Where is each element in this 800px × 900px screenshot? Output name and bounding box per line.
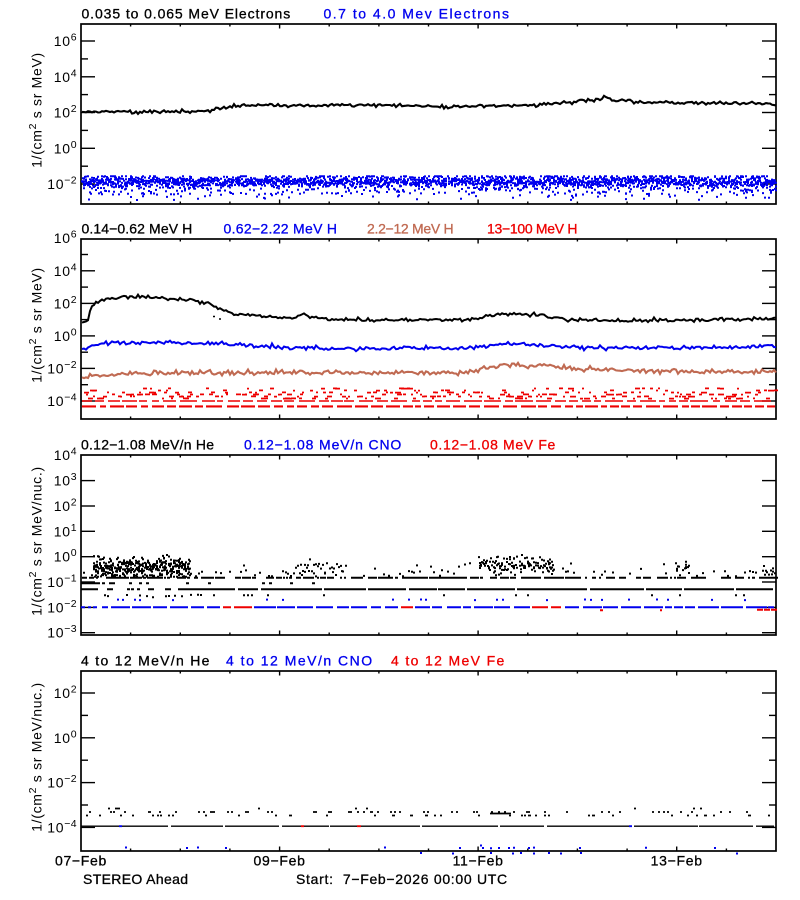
svg-text:1/(cm2 s sr MeV): 1/(cm2 s sr MeV) (27, 267, 45, 383)
svg-text:4 to 12 MeV/n He: 4 to 12 MeV/n He (81, 653, 211, 669)
svg-text:4 to 12 MeV Fe: 4 to 12 MeV Fe (391, 653, 506, 669)
svg-text:0.14−0.62 MeV H: 0.14−0.62 MeV H (82, 221, 193, 237)
svg-text:4 to 12 MeV/n CNO: 4 to 12 MeV/n CNO (226, 653, 374, 669)
svg-text:1/(cm2 s sr MeV/nuc.): 1/(cm2 s sr MeV/nuc.) (27, 466, 45, 616)
svg-text:1/(cm2 s sr MeV): 1/(cm2 s sr MeV) (27, 52, 45, 168)
svg-text:11−Feb: 11−Feb (453, 853, 504, 869)
svg-text:0.12−1.08 MeV/n He: 0.12−1.08 MeV/n He (81, 437, 214, 453)
svg-text:0.12−1.08 MeV Fe: 0.12−1.08 MeV Fe (430, 437, 556, 453)
svg-text:2.2−12 MeV H: 2.2−12 MeV H (367, 221, 453, 237)
svg-text:0.12−1.08 MeV/n CNO: 0.12−1.08 MeV/n CNO (244, 437, 402, 453)
svg-text:09−Feb: 09−Feb (254, 853, 306, 869)
svg-text:1/(cm2 s sr MeV/nuc.): 1/(cm2 s sr MeV/nuc.) (27, 682, 45, 832)
svg-text:Start: 7−Feb−2026 00:00 UTC: Start: 7−Feb−2026 00:00 UTC (296, 871, 508, 887)
svg-text:0.62−2.22 MeV H: 0.62−2.22 MeV H (224, 221, 338, 237)
svg-text:13−100 MeV H: 13−100 MeV H (487, 221, 577, 237)
svg-text:0.7 to 4.0 Mev Electrons: 0.7 to 4.0 Mev Electrons (324, 6, 511, 22)
svg-text:STEREO Ahead: STEREO Ahead (83, 871, 188, 887)
svg-text:13−Feb: 13−Feb (651, 853, 703, 869)
svg-text:07−Feb: 07−Feb (55, 853, 107, 869)
svg-text:0.035 to 0.065 MeV Electrons: 0.035 to 0.065 MeV Electrons (82, 6, 292, 22)
